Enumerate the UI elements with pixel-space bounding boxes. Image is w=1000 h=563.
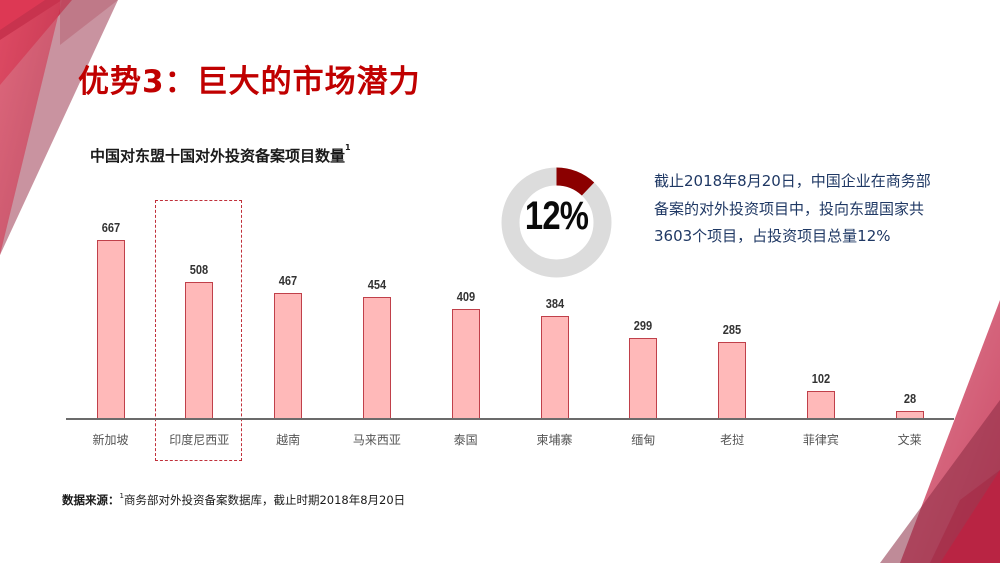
category-label: 泰国: [453, 433, 478, 447]
bar: [629, 338, 658, 418]
category-label: 新加坡: [92, 433, 129, 447]
source-footnote: 1: [119, 492, 124, 500]
bar: [362, 297, 391, 418]
slide-title: 优势3：巨大的市场潜力: [78, 64, 421, 100]
bar: [806, 391, 835, 418]
category-label: 菲律宾: [802, 433, 839, 447]
bar-value-label: 285: [722, 322, 742, 337]
category-label: 越南: [276, 433, 301, 447]
bar-value-label: 454: [367, 277, 387, 292]
bar: [718, 342, 747, 418]
bar-value-label: 467: [278, 273, 298, 288]
bar: [540, 316, 569, 418]
bar-value-label: 508: [190, 262, 209, 277]
description-text: 截止2018年8月20日，中国企业在商务部 备案的对外投资项目中，投向东盟国家共…: [654, 168, 964, 251]
bar: [96, 240, 125, 418]
category-label: 文莱: [897, 433, 922, 447]
source-text: 商务部对外投资备案数据库，截止时期2018年8月20日: [123, 493, 406, 507]
chart-title-footnote: 1: [345, 143, 351, 152]
chart-title-text: 中国对东盟十国对外投资备案项目数量: [90, 147, 346, 165]
donut-chart: [501, 167, 612, 278]
source-label: 数据来源：: [62, 493, 120, 507]
chart-title: 中国对东盟十国对外投资备案项目数量1: [90, 143, 351, 166]
bar-value-label: 28: [903, 391, 916, 406]
bar: [895, 411, 924, 418]
description-line-1: 截止2018年8月20日，中国企业在商务部: [654, 172, 931, 190]
category-label: 老挝: [720, 433, 745, 447]
bar-value-label: 667: [101, 220, 120, 235]
bar-value-label: 384: [545, 296, 564, 311]
x-axis: [66, 418, 954, 420]
donut-arc: [501, 167, 612, 278]
bar: [185, 282, 214, 418]
bar-value-label: 102: [811, 371, 831, 386]
category-label: 印度尼西亚: [169, 433, 230, 447]
category-label: 柬埔寨: [536, 433, 573, 447]
bar-value-label: 299: [634, 318, 653, 333]
bar: [274, 293, 303, 418]
donut-percent-label: 12%: [524, 194, 589, 238]
bar-value-label: 409: [456, 289, 475, 304]
data-source: 数据来源：1商务部对外投资备案数据库，截止时期2018年8月20日: [62, 492, 405, 508]
category-label: 缅甸: [631, 433, 656, 447]
description-line-2: 备案的对外投资项目中，投向东盟国家共: [654, 199, 925, 218]
highlight-box: [155, 200, 242, 461]
bar: [451, 309, 480, 418]
category-label: 马来西亚: [352, 433, 401, 447]
description-line-3: 3603个项目，占投资项目总量12%: [654, 227, 891, 245]
